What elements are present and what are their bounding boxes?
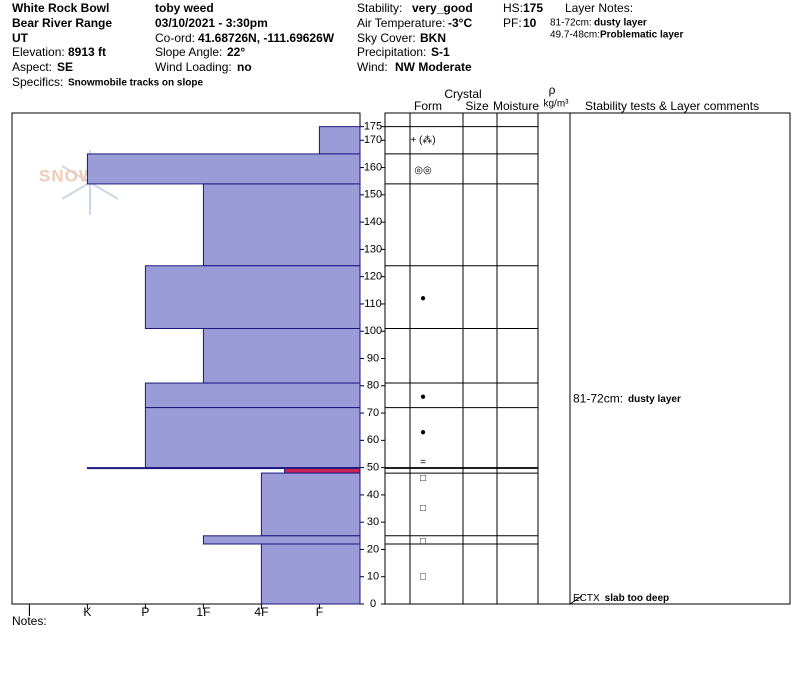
layer-note-range: 49.7-48cm: xyxy=(550,30,600,41)
coord-label: Co-ord: xyxy=(155,31,195,45)
stability-label: Stability: xyxy=(357,1,402,15)
crystal-form: □ xyxy=(420,571,426,582)
hardness-bar xyxy=(202,535,361,545)
column-header: kg/m³ xyxy=(544,99,570,110)
hardness-bar xyxy=(202,183,361,267)
y-tick-label: 170 xyxy=(364,134,382,146)
y-tick-label: 120 xyxy=(364,271,382,283)
y-tick-label: 110 xyxy=(364,298,382,310)
crystal-form: ● xyxy=(420,391,426,402)
wind-loading-label: Wind Loading: xyxy=(155,60,232,74)
hardness-bar xyxy=(260,472,361,537)
elevation-label: Elevation: xyxy=(12,45,65,59)
y-tick-label: 60 xyxy=(367,434,379,446)
crystal-form: ● xyxy=(420,427,426,438)
layer-note-text: dusty layer xyxy=(594,18,647,29)
coord: 41.68726N, -111.69626W xyxy=(198,31,335,45)
state: UT xyxy=(12,31,29,45)
hardness-bar xyxy=(318,126,361,155)
location: White Rock Bowl xyxy=(12,1,109,15)
layer-note-range: 81-72cm: xyxy=(550,18,592,29)
wind: NW Moderate xyxy=(395,60,472,74)
table-frame xyxy=(384,112,791,605)
column-header: ρ xyxy=(549,83,556,97)
stability: very_good xyxy=(412,1,473,15)
x-tick-label: I xyxy=(28,605,31,619)
hardness-bar xyxy=(144,265,361,329)
precip: S-1 xyxy=(431,45,450,59)
slope-label: Slope Angle: xyxy=(155,45,222,59)
elevation: 8913 ft xyxy=(68,45,106,59)
crystal-form: □ xyxy=(420,473,426,484)
y-tick-label: 140 xyxy=(364,216,382,228)
notes-label: Notes: xyxy=(12,614,47,628)
hs-label: HS: xyxy=(503,1,523,15)
crystal-form: = xyxy=(420,457,426,468)
y-tick-label: 0 xyxy=(370,598,376,610)
comment-range: ECTX xyxy=(573,593,600,604)
column-header: Moisture xyxy=(493,99,539,113)
layer-note-text: Problematic layer xyxy=(600,30,683,41)
hardness-bar xyxy=(284,467,361,474)
hardness-bar xyxy=(260,543,361,605)
layer-notes-label: Layer Notes: xyxy=(565,1,633,15)
hardness-bar xyxy=(144,407,361,469)
x-tick-label: K xyxy=(83,605,91,619)
column-header: Form xyxy=(414,99,442,113)
specifics-label: Specifics: xyxy=(12,75,63,89)
y-tick-label: 100 xyxy=(364,325,382,337)
comment-range: 81-72cm: xyxy=(573,392,623,406)
hardness-bar xyxy=(202,327,361,384)
crystal-form: ● xyxy=(420,293,426,304)
x-tick-label: 1F xyxy=(196,605,210,619)
pf: 10 xyxy=(523,16,537,30)
y-tick-label: 150 xyxy=(364,189,382,201)
y-tick-label: 130 xyxy=(364,243,382,255)
x-tick-label: 4F xyxy=(254,605,268,619)
wind-loading: no xyxy=(237,60,252,74)
y-tick-label: 70 xyxy=(367,407,379,419)
aspect: SE xyxy=(57,60,73,74)
comment-pointer xyxy=(569,595,583,605)
pf-label: PF: xyxy=(503,16,522,30)
crystal-form: □ xyxy=(420,503,426,514)
observer: toby weed xyxy=(155,1,214,15)
wind-label: Wind: xyxy=(357,60,388,74)
y-tick-label: 10 xyxy=(367,571,379,583)
sky-label: Sky Cover: xyxy=(357,31,416,45)
y-tick-label: 40 xyxy=(367,489,379,501)
crystal-form: ◎◎ xyxy=(414,165,432,176)
sky: BKN xyxy=(420,31,446,45)
comment-text: slab too deep xyxy=(605,593,669,604)
crystal-form: □ xyxy=(420,536,426,547)
y-tick-label: 50 xyxy=(367,462,379,474)
y-tick-label: 20 xyxy=(367,543,379,555)
y-tick-label: 90 xyxy=(367,352,379,364)
precip-label: Precipitation: xyxy=(357,45,426,59)
x-tick-label: P xyxy=(141,605,149,619)
y-tick-label: 30 xyxy=(367,516,379,528)
aspect-label: Aspect: xyxy=(12,60,52,74)
column-header: Crystal xyxy=(444,87,481,101)
crystal-form: + (⁂) xyxy=(410,135,435,146)
range: Bear River Range xyxy=(12,16,112,30)
comment-text: dusty layer xyxy=(628,394,681,405)
column-header: Size xyxy=(465,99,489,113)
y-tick-label: 80 xyxy=(367,380,379,392)
air-temp: -3°C xyxy=(448,16,472,30)
air-temp-label: Air Temperature: xyxy=(357,16,445,30)
y-tick-label: 175 xyxy=(364,121,382,133)
hardness-bar xyxy=(86,153,361,185)
datetime: 03/10/2021 - 3:30pm xyxy=(155,16,268,30)
hardness-bar xyxy=(144,382,361,409)
x-tick-label: F xyxy=(316,605,323,619)
specifics: Snowmobile tracks on slope xyxy=(68,78,203,89)
slope: 22° xyxy=(227,45,245,59)
hs: 175 xyxy=(523,1,543,15)
column-header: Stability tests & Layer comments xyxy=(585,99,759,113)
y-tick-label: 160 xyxy=(364,161,382,173)
frames xyxy=(11,112,791,605)
